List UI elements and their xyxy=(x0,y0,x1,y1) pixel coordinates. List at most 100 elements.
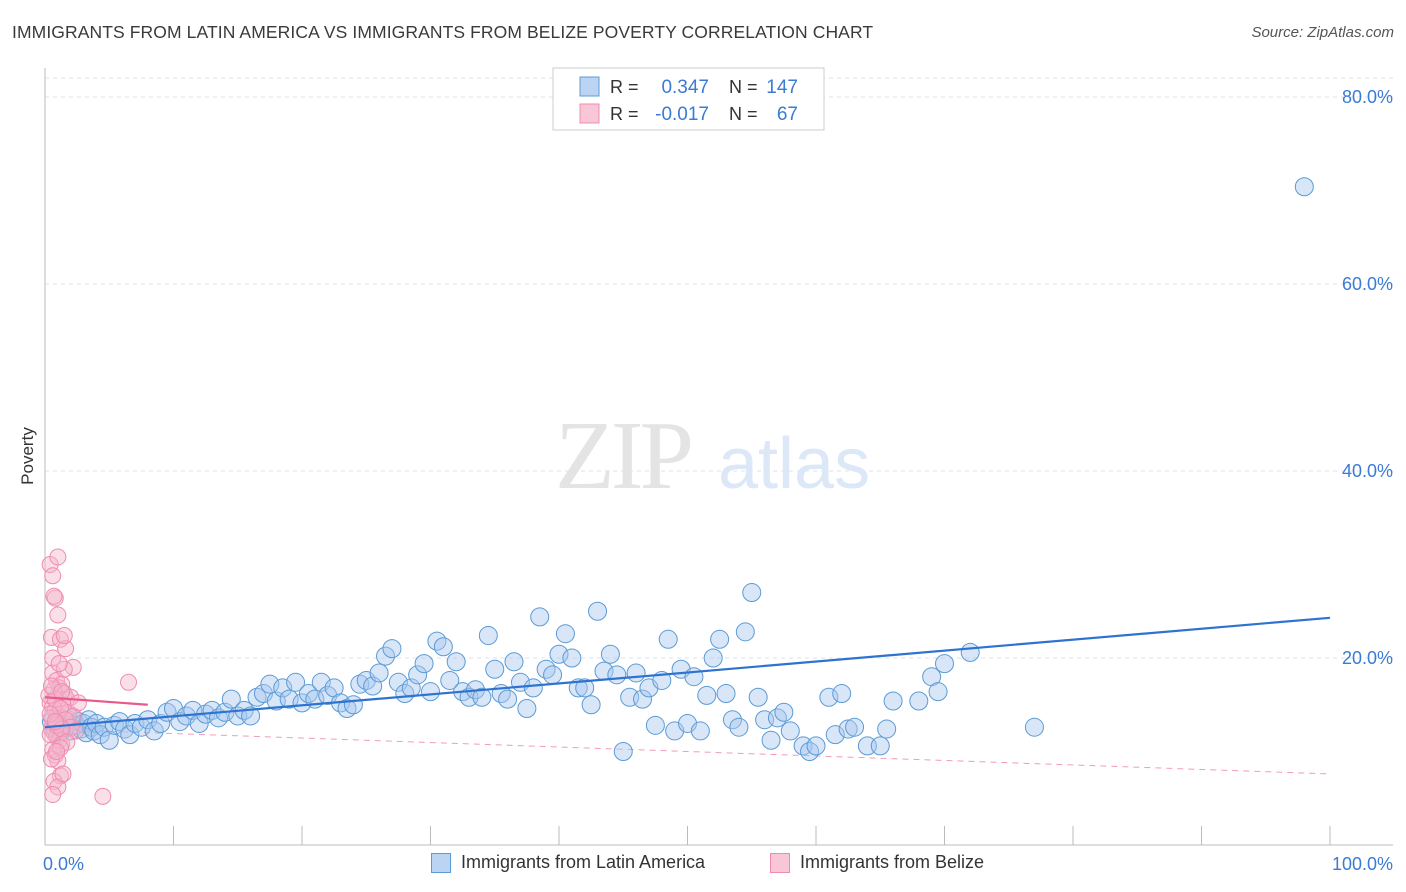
point-latin-america xyxy=(337,698,357,718)
point-belize xyxy=(44,567,62,585)
x-tick-labels: 0.0% 100.0% xyxy=(43,854,1393,874)
point-latin-america xyxy=(369,663,389,683)
y-tick-label: 60.0% xyxy=(1342,274,1393,294)
point-latin-america xyxy=(832,684,852,704)
point-latin-america xyxy=(433,637,453,657)
trend-line-belize xyxy=(44,696,148,706)
point-latin-america xyxy=(909,691,929,711)
grid-lines xyxy=(45,77,1393,659)
legend-n-label-1: N = xyxy=(729,77,758,97)
y-tick-labels: 20.0% 40.0% 60.0% 80.0% xyxy=(1342,87,1393,668)
point-latin-america xyxy=(376,646,396,666)
watermark-zip: ZIP xyxy=(555,402,690,510)
point-latin-america xyxy=(716,684,736,704)
point-latin-america xyxy=(382,639,402,659)
point-latin-america xyxy=(99,730,119,750)
point-latin-america xyxy=(292,693,312,713)
point-latin-america xyxy=(825,725,845,745)
trend-line-belize-extended xyxy=(44,728,1331,775)
point-latin-america xyxy=(273,678,293,698)
legend-r-value-2: -0.017 xyxy=(655,104,709,125)
point-latin-america xyxy=(633,689,653,709)
point-latin-america xyxy=(626,663,646,683)
point-belize xyxy=(48,743,66,760)
trend-belize xyxy=(44,696,148,706)
point-latin-america xyxy=(543,665,563,685)
point-belize xyxy=(57,640,75,658)
point-latin-america xyxy=(1294,177,1314,197)
point-latin-america xyxy=(523,678,543,698)
point-belize xyxy=(49,548,67,566)
point-latin-america xyxy=(761,730,781,750)
point-latin-america xyxy=(498,689,518,709)
point-latin-america xyxy=(408,665,428,685)
point-belize xyxy=(53,683,71,701)
point-belize xyxy=(67,722,85,740)
point-latin-america xyxy=(504,652,524,672)
point-latin-america xyxy=(472,687,492,707)
legend-swatch-pink xyxy=(579,103,600,124)
point-latin-america xyxy=(780,721,800,741)
point-latin-america xyxy=(388,672,408,692)
point-latin-america xyxy=(260,674,280,694)
point-latin-america xyxy=(600,644,620,664)
point-latin-america xyxy=(742,583,762,603)
legend-label-latin-america: Immigrants from Latin America xyxy=(461,852,706,872)
point-latin-america xyxy=(703,648,723,668)
point-belize xyxy=(120,673,138,691)
legend-n-value-2: 67 xyxy=(777,104,798,125)
chart-title: IMMIGRANTS FROM LATIN AMERICA VS IMMIGRA… xyxy=(12,22,874,42)
point-belize xyxy=(42,677,60,695)
point-latin-america xyxy=(748,687,768,707)
point-latin-america xyxy=(549,644,569,664)
point-latin-america xyxy=(607,665,627,685)
x-tick-label: 100.0% xyxy=(1332,854,1393,874)
point-latin-america xyxy=(555,624,575,644)
point-latin-america xyxy=(440,670,460,690)
point-belize xyxy=(44,786,62,804)
point-latin-america xyxy=(247,687,267,707)
point-belize xyxy=(44,649,62,667)
point-belize xyxy=(51,699,69,717)
legend-item-latin-america: Immigrants from Latin America xyxy=(431,852,705,873)
point-latin-america xyxy=(658,629,678,649)
point-belize xyxy=(54,765,72,783)
point-latin-america xyxy=(279,689,299,709)
legend-swatch-belize xyxy=(770,852,790,873)
point-latin-america xyxy=(729,717,749,737)
point-belize xyxy=(50,655,68,673)
point-latin-america xyxy=(613,742,633,761)
point-latin-america xyxy=(710,629,730,649)
point-latin-america xyxy=(562,648,582,668)
y-axis-label: Poverty xyxy=(18,427,37,485)
point-belize xyxy=(49,606,67,624)
legend-r-label-2: R = xyxy=(610,104,639,124)
legend-swatch-blue xyxy=(579,76,600,97)
point-latin-america xyxy=(575,678,595,698)
point-latin-america xyxy=(151,713,171,733)
points-belize xyxy=(40,548,138,805)
y-tick-label: 40.0% xyxy=(1342,461,1393,481)
point-latin-america xyxy=(806,736,826,756)
legend-r-label-1: R = xyxy=(610,77,639,97)
point-belize xyxy=(94,787,112,805)
point-belize xyxy=(45,587,63,605)
point-latin-america xyxy=(690,721,710,741)
source-label: Source: ZipAtlas.com xyxy=(1251,24,1394,41)
point-latin-america xyxy=(120,725,140,745)
point-latin-america xyxy=(414,654,434,674)
legend-label-belize: Immigrants from Belize xyxy=(800,852,985,872)
point-latin-america xyxy=(588,601,608,621)
point-latin-america xyxy=(144,721,164,741)
point-latin-america xyxy=(343,695,363,715)
point-latin-america xyxy=(877,719,897,739)
point-latin-america xyxy=(1024,717,1044,737)
point-latin-america xyxy=(446,652,466,672)
point-latin-america xyxy=(530,607,550,627)
point-latin-america xyxy=(581,695,601,715)
point-latin-america xyxy=(838,719,858,739)
point-latin-america xyxy=(774,702,794,722)
point-latin-america xyxy=(485,659,505,679)
trend-latin-america xyxy=(44,616,1331,729)
